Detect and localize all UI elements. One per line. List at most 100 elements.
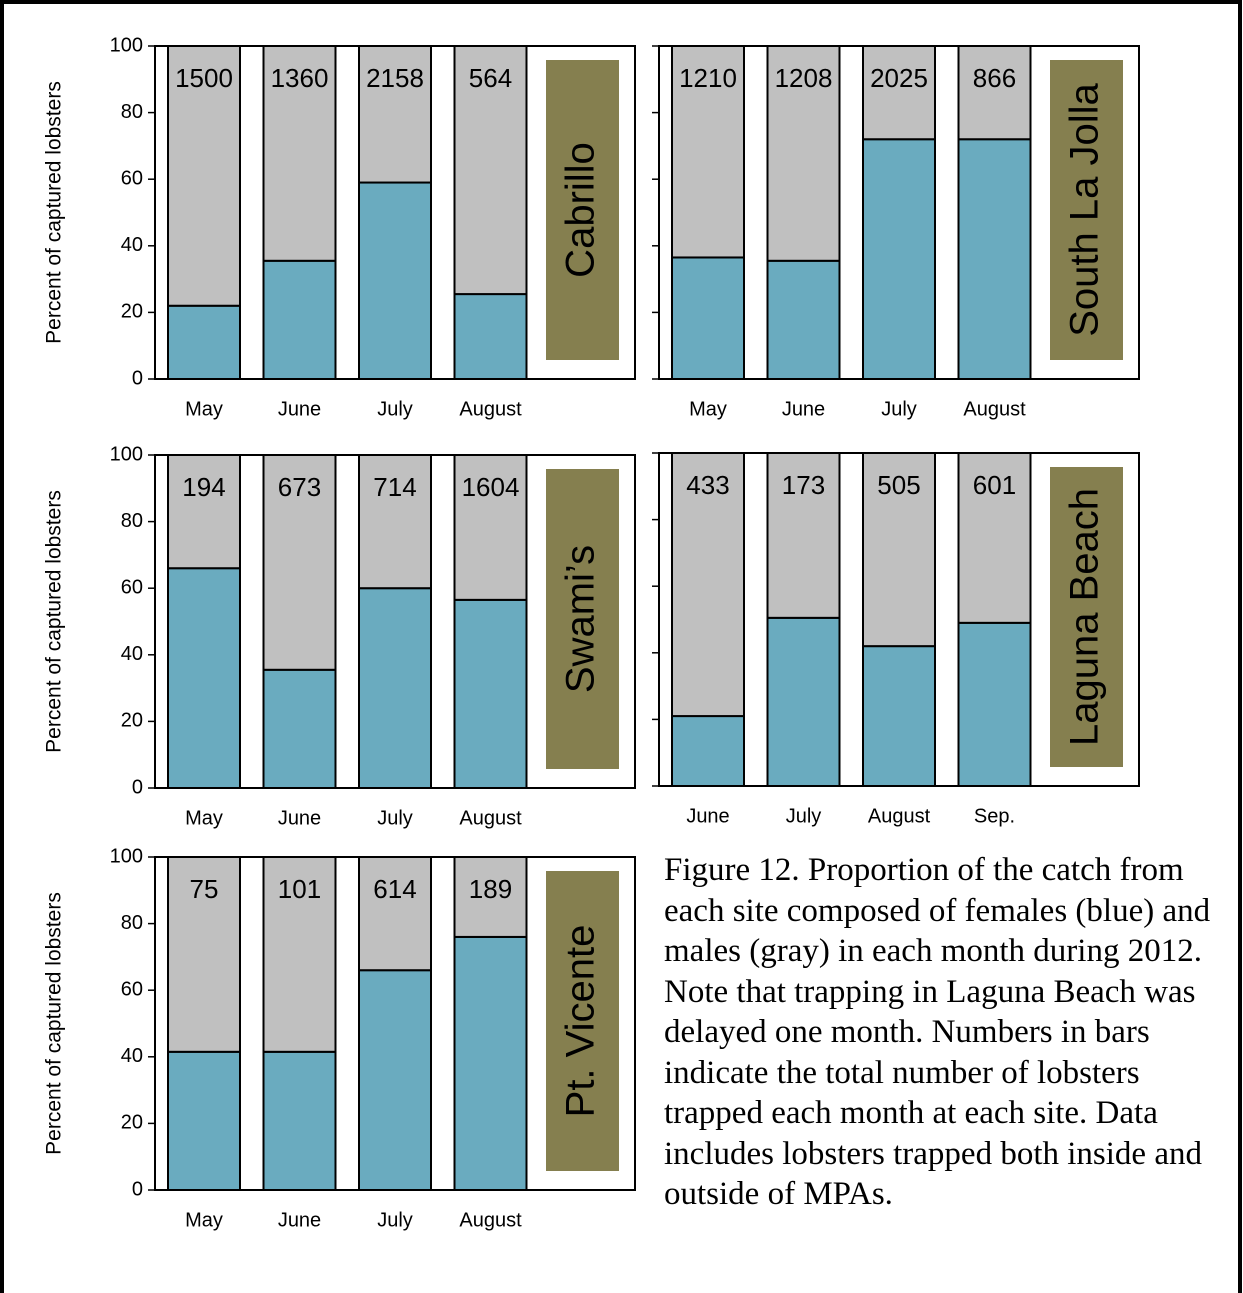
panel-title: Pt. Vicente <box>559 925 603 1118</box>
x-tick-label: June <box>686 805 729 827</box>
plot-frame <box>154 45 636 380</box>
bar-segment <box>671 256 745 380</box>
bar-segment <box>453 935 528 1191</box>
bar-segment <box>862 452 936 648</box>
bar-segment <box>167 567 241 789</box>
panel-title: Cabrillo <box>559 142 603 278</box>
panel-title: Laguna Beach <box>1063 488 1107 746</box>
bar-segment <box>262 856 337 1053</box>
x-tick-label: July <box>377 1209 413 1231</box>
bar-segment <box>766 452 841 619</box>
bar-segment <box>167 1050 241 1192</box>
bar-segment <box>453 454 528 601</box>
bar-segment <box>453 293 528 380</box>
y-tick-label: 0 <box>132 367 143 389</box>
bar-segment <box>453 598 528 789</box>
bar-segment <box>358 969 432 1191</box>
x-tick-label: June <box>278 807 321 829</box>
x-tick-label: May <box>185 1209 223 1231</box>
x-tick-label: July <box>377 398 413 420</box>
site-label-box <box>546 469 619 769</box>
bar-segment <box>957 452 1032 624</box>
x-tick-label: August <box>868 805 931 827</box>
x-tick-label: May <box>689 398 727 420</box>
site-label-box <box>1050 60 1123 360</box>
bar-segment <box>453 45 528 296</box>
bar-segment <box>167 304 241 380</box>
x-tick-label: May <box>185 398 223 420</box>
y-tick-label: 0 <box>132 1178 143 1200</box>
bar-count-label: 505 <box>877 470 920 500</box>
y-axis-label: Percent of captured lobsters <box>43 490 66 753</box>
bar-count-label: 1500 <box>175 63 233 93</box>
y-tick-label: 40 <box>121 234 143 256</box>
bar-count-label: 75 <box>190 874 219 904</box>
bar-count-label: 101 <box>278 874 321 904</box>
y-axis-label: Percent of captured lobsters <box>43 81 66 344</box>
bar-count-label: 1210 <box>679 63 737 93</box>
x-tick-label: June <box>278 398 321 420</box>
plot-frame <box>154 856 636 1191</box>
bar-count-label: 866 <box>973 63 1016 93</box>
bar-segment <box>671 45 745 259</box>
panel-title: South La Jolla <box>1063 82 1107 336</box>
bar-count-label: 1208 <box>775 63 833 93</box>
figure-caption: Figure 12. Proportion of the catch from … <box>664 852 1211 1212</box>
bar-count-label: 714 <box>373 472 416 502</box>
bar-count-label: 173 <box>782 470 825 500</box>
bar-segment <box>862 45 936 141</box>
bar-segment <box>167 45 241 307</box>
plot-frame <box>658 452 1140 787</box>
x-tick-label: August <box>459 1209 522 1231</box>
bar-segment <box>766 259 841 380</box>
bar-segment <box>671 715 745 788</box>
plot-frame <box>658 45 1140 380</box>
bar-count-label: 433 <box>686 470 729 500</box>
bar-segment <box>358 181 432 380</box>
bar-segment <box>358 587 432 790</box>
y-tick-label: 20 <box>121 710 143 732</box>
x-tick-label: June <box>782 398 825 420</box>
site-label-box <box>546 60 619 360</box>
bar-count-label: 564 <box>469 63 512 93</box>
plot-frame <box>154 454 636 789</box>
x-tick-label: August <box>459 807 522 829</box>
bar-segment <box>957 45 1032 141</box>
x-tick-label: Sep. <box>974 805 1015 827</box>
bar-segment <box>671 452 745 718</box>
site-label-box <box>1050 467 1123 767</box>
bar-segment <box>862 645 936 788</box>
bar-segment <box>957 621 1032 788</box>
bar-count-label: 673 <box>278 472 321 502</box>
site-label-box <box>546 871 619 1171</box>
bar-count-label: 614 <box>373 874 416 904</box>
bar-segment <box>358 856 432 972</box>
bar-segment <box>262 668 337 789</box>
bar-count-label: 1360 <box>271 63 329 93</box>
y-tick-label: 100 <box>110 845 143 867</box>
x-tick-label: July <box>881 398 917 420</box>
bar-count-label: 2025 <box>870 63 928 93</box>
y-tick-label: 40 <box>121 1045 143 1067</box>
y-tick-label: 40 <box>121 643 143 665</box>
x-tick-label: August <box>963 398 1026 420</box>
bar-count-label: 2158 <box>366 63 424 93</box>
panel-title: Swami’s <box>559 545 603 693</box>
bar-segment <box>766 45 841 262</box>
x-tick-label: July <box>786 805 822 827</box>
y-tick-label: 100 <box>110 443 143 465</box>
y-tick-label: 100 <box>110 34 143 56</box>
y-tick-label: 80 <box>121 510 143 532</box>
bar-segment <box>862 138 936 380</box>
y-tick-label: 80 <box>121 101 143 123</box>
bar-segment <box>262 454 337 671</box>
bar-segment <box>262 259 337 380</box>
y-tick-label: 60 <box>121 167 143 189</box>
y-tick-label: 60 <box>121 978 143 1000</box>
x-tick-label: August <box>459 398 522 420</box>
y-tick-label: 60 <box>121 576 143 598</box>
y-tick-label: 20 <box>121 1112 143 1134</box>
